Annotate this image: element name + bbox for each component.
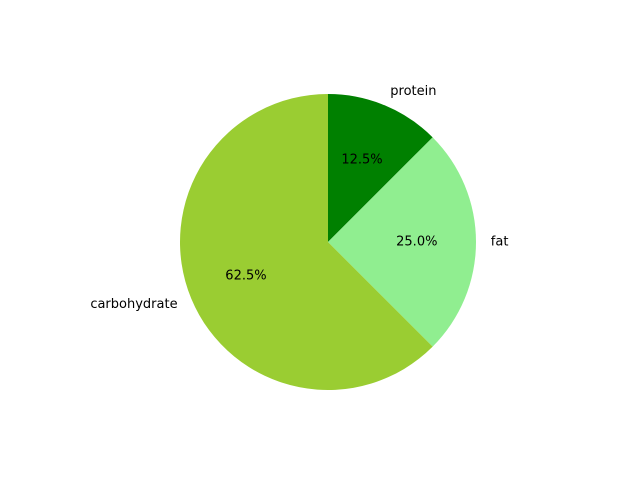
percent-label-protein: 12.5% (341, 152, 382, 167)
pie-labels: protein 12.5% fat 25.0% carbohydrate 62.5% (90, 84, 508, 312)
pie-slices (179, 94, 476, 391)
slice-label-protein: protein (390, 84, 436, 99)
slice-label-carbohydrate: carbohydrate (90, 297, 177, 312)
slice-label-fat: fat (491, 235, 509, 250)
pie-slice-protein (328, 94, 433, 242)
percent-label-carbohydrate: 62.5% (225, 268, 266, 283)
pie-slice-fat (328, 137, 476, 347)
percent-label-fat: 25.0% (396, 235, 437, 250)
pie-slice-carbohydrate (179, 94, 433, 391)
